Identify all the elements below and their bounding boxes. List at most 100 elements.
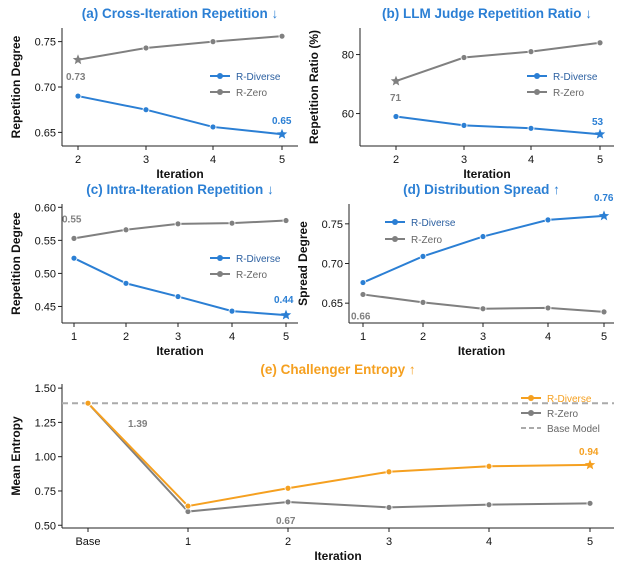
- y-tick-label: 0.50: [35, 520, 56, 532]
- chart-panel-e: (e) Challenger Entropy ↑ 0.50 0.75 1.00 1.25…: [9, 362, 614, 563]
- x-tick-label: Base: [75, 536, 100, 548]
- series-r-diverse: [74, 92, 288, 139]
- x-tick-label: 2: [420, 331, 426, 343]
- chart-panel-d: (d) Distribution Spread ↑ 0.65 0.70 0.75 1 2 3…: [296, 182, 614, 358]
- y-tick-label: 1.50: [35, 383, 56, 395]
- series-r-zero: [84, 399, 594, 515]
- data-point: [544, 216, 552, 224]
- series-r-diverse: [70, 254, 292, 320]
- y-tick-label: 0.60: [35, 202, 56, 214]
- legend-label-r-zero: R-Zero: [236, 270, 268, 281]
- legend-marker: [392, 219, 398, 225]
- series-r-zero: [72, 32, 286, 65]
- y-tick-label: 0.50: [35, 268, 56, 280]
- x-tick-label: 2: [123, 331, 129, 343]
- series-line-r-diverse: [73, 257, 287, 317]
- x-axis-label: Iteration: [156, 344, 203, 358]
- y-tick-label: 0.70: [35, 82, 56, 94]
- x-tick-label: 1: [185, 536, 191, 548]
- y-tick-label: 1.00: [35, 452, 56, 464]
- series-r-zero: [359, 291, 608, 316]
- legend: R-Diverse R-Zero: [527, 72, 598, 99]
- data-point: [479, 233, 487, 240]
- x-tick-label: 1: [360, 331, 366, 343]
- series-r-diverse: [84, 399, 596, 510]
- data-point: [359, 291, 367, 298]
- data-point: [278, 32, 286, 40]
- data-point: [142, 106, 150, 114]
- data-point: [282, 217, 290, 224]
- data-point-star: [584, 459, 596, 470]
- x-tick-label: 2: [285, 536, 291, 548]
- legend-marker: [217, 73, 223, 79]
- data-point: [359, 279, 367, 286]
- y-tick-label: 0.65: [35, 127, 56, 139]
- data-point: [209, 38, 217, 46]
- series-line-r-diverse: [87, 402, 591, 508]
- value-annotation: 0.94: [579, 447, 599, 458]
- x-tick-label: 3: [143, 154, 149, 166]
- legend-label-r-zero: R-Zero: [553, 88, 585, 99]
- x-tick-label: 1: [71, 331, 77, 343]
- x-axis-label: Iteration: [156, 167, 203, 181]
- data-point: [228, 219, 236, 227]
- y-tick-label: 0.70: [322, 259, 343, 271]
- y-axis-label: Spread Degree: [296, 221, 310, 306]
- y-tick-label: 0.55: [35, 235, 56, 247]
- data-point: [74, 92, 82, 100]
- y-tick-label: 0.75: [35, 486, 56, 498]
- chart-title: (c) Intra-Iteration Repetition ↓: [86, 182, 274, 197]
- x-tick-label: 4: [210, 154, 216, 166]
- value-annotation: 53: [592, 117, 604, 128]
- data-point: [419, 252, 427, 260]
- y-axis-label: Repetition Degree: [9, 35, 23, 138]
- x-tick-label: 4: [486, 536, 492, 548]
- x-tick-label: 5: [283, 331, 289, 343]
- data-point: [596, 39, 604, 47]
- y-axis-label: Mean Entropy: [9, 416, 23, 496]
- data-point: [600, 308, 608, 316]
- data-point: [586, 499, 594, 507]
- data-point: [385, 504, 393, 511]
- data-point: [485, 462, 493, 470]
- legend: R-Diverse R-Zero: [210, 72, 281, 99]
- x-tick-label: 3: [386, 536, 392, 548]
- value-annotation: 0.44: [274, 295, 294, 306]
- data-point: [70, 254, 78, 262]
- legend-label-r-diverse: R-Diverse: [236, 72, 281, 83]
- chart-title: (d) Distribution Spread ↑: [403, 182, 560, 197]
- value-annotation: 0.55: [62, 214, 82, 225]
- y-tick-label: 80: [342, 50, 354, 62]
- legend-label-r-diverse: R-Diverse: [553, 72, 598, 83]
- y-tick-label: 0.65: [322, 298, 343, 310]
- chart-title: (b) LLM Judge Repetition Ratio ↓: [382, 6, 592, 21]
- legend-label-r-diverse: R-Diverse: [547, 394, 592, 405]
- legend-marker: [534, 89, 540, 95]
- value-annotation: 0.67: [276, 516, 296, 527]
- data-point-star: [390, 75, 402, 86]
- chart-title: (e) Challenger Entropy ↑: [260, 362, 415, 377]
- data-point: [460, 54, 468, 61]
- data-point: [174, 293, 182, 300]
- x-tick-label: 5: [587, 536, 593, 548]
- data-point: [70, 234, 78, 242]
- data-point: [527, 124, 535, 132]
- legend: R-Diverse R-Zero: [385, 218, 456, 246]
- series-r-diverse: [392, 113, 606, 139]
- chart-panel-c: (c) Intra-Iteration Repetition ↓ 0.45 0.50…: [9, 182, 298, 358]
- data-point: [84, 399, 92, 407]
- legend: R-Diverse R-Zero Base Model: [521, 394, 600, 435]
- value-annotation: 0.66: [351, 311, 371, 322]
- y-tick-label: 1.25: [35, 417, 56, 429]
- value-annotation: 71: [390, 93, 402, 104]
- data-point: [527, 48, 535, 55]
- x-tick-label: 2: [75, 154, 81, 166]
- x-tick-label: 3: [175, 331, 181, 343]
- data-point: [419, 298, 427, 306]
- value-annotation: 0.73: [66, 72, 86, 83]
- legend-marker: [392, 236, 398, 242]
- legend-label-r-zero: R-Zero: [547, 409, 579, 420]
- x-tick-label: 5: [601, 331, 607, 343]
- x-axis-label: Iteration: [314, 549, 361, 563]
